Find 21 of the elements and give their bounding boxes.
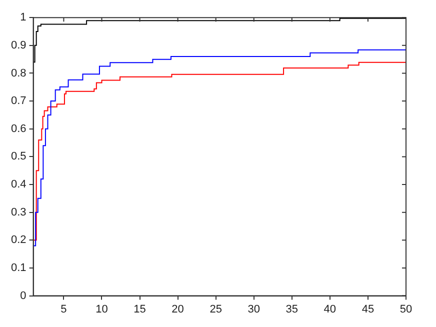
- y-tick-label: 0.7: [10, 95, 26, 108]
- x-tick-label: 20: [172, 303, 184, 316]
- x-tick-label: 5: [60, 303, 67, 316]
- x-tick-label: 45: [362, 303, 374, 316]
- x-tick-label: 15: [134, 303, 146, 316]
- y-tick-label: 0.9: [10, 39, 26, 52]
- x-tick-label: 35: [286, 303, 298, 316]
- x-tick-label: 10: [96, 303, 108, 316]
- x-tick-label: 25: [210, 303, 222, 316]
- x-tick-label: 30: [248, 303, 260, 316]
- y-tick-label: 0.3: [10, 206, 26, 218]
- y-tick-label: 0.2: [10, 234, 26, 246]
- x-tick-label: 40: [324, 303, 336, 316]
- y-tick-label: 0.8: [10, 67, 26, 80]
- y-tick-label: 1: [20, 12, 26, 24]
- y-tick-label: 0.5: [10, 150, 26, 163]
- y-tick-label: 0: [20, 290, 26, 302]
- y-tick-label: 0.6: [10, 122, 26, 135]
- y-tick-label: 0.4: [10, 178, 26, 191]
- x-tick-label: 50: [400, 303, 412, 316]
- y-tick-label: 0.1: [10, 262, 26, 274]
